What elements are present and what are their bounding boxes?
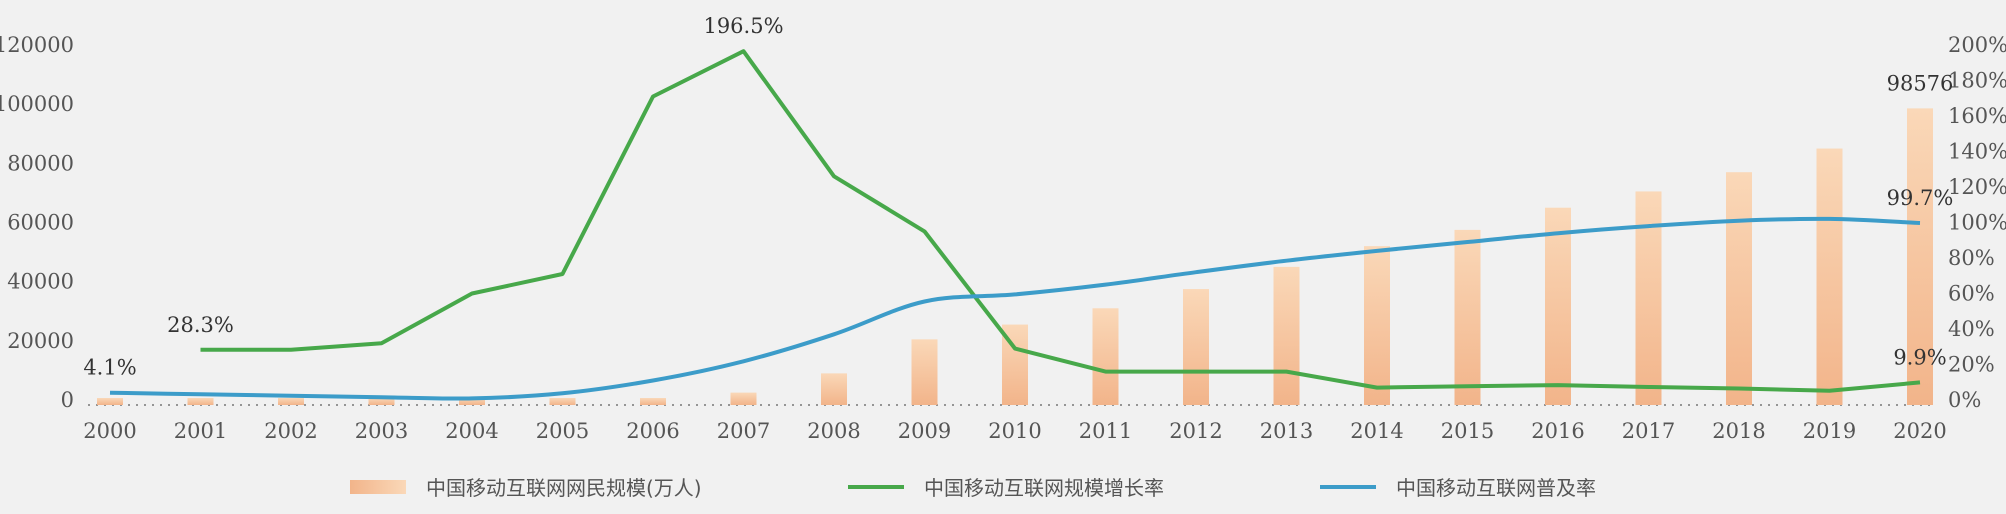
bar-2015[interactable] (1454, 229, 1481, 405)
y-left-tick-label: 120000 (0, 33, 74, 57)
y-right-tick-label: 120% (1948, 175, 2006, 199)
x-tick-label: 2010 (988, 419, 1041, 443)
y-left-tick-label: 20000 (7, 329, 74, 353)
penetration-rate-line[interactable] (109, 216, 1921, 401)
y-left-tick-label: 0 (61, 388, 74, 412)
data-label: 196.5% (703, 14, 783, 38)
y-left-tick-label: 40000 (7, 270, 74, 294)
y-right-tick-label: 60% (1948, 282, 1995, 306)
x-tick-label: 2016 (1531, 419, 1584, 443)
bar-2007[interactable] (730, 392, 757, 405)
legend-item-growth-series[interactable]: 中国移动互联网规模增长率 (848, 472, 1164, 501)
data-label: 4.1% (83, 356, 136, 380)
x-tick-label: 2017 (1622, 419, 1675, 443)
bar-2002[interactable] (278, 398, 304, 405)
x-tick-label: 2011 (1079, 419, 1132, 443)
data-label: 98576 (1887, 71, 1954, 95)
bar-2014[interactable] (1364, 246, 1390, 405)
bar-2013[interactable] (1273, 266, 1300, 405)
growth-rate-line[interactable] (200, 49, 1921, 393)
x-tick-label: 2015 (1441, 419, 1494, 443)
bar-2019[interactable] (1816, 148, 1843, 405)
bar-2000[interactable] (97, 398, 123, 405)
bar-2011[interactable] (1092, 308, 1119, 405)
bar-2001[interactable] (187, 398, 214, 405)
x-tick-label: 2007 (717, 419, 770, 443)
bar-2020[interactable] (1907, 108, 1933, 405)
y-right-tick-label: 20% (1948, 353, 1995, 377)
y-right-tick-label: 200% (1948, 33, 2006, 57)
legend-label-penetration-series: 中国移动互联网普及率 (1396, 476, 1596, 500)
legend-swatch-bar (350, 479, 406, 494)
combo-chart: 0 20000 40000 60000 80000 100000 120000 0% 20% 4… (0, 14, 2006, 443)
legend-item-bar-series[interactable]: 中国移动互联网网民规模(万人) (350, 472, 702, 501)
bar-2009[interactable] (911, 339, 938, 405)
y-right-tick-label: 40% (1948, 317, 1995, 341)
legend-item-penetration-series[interactable]: 中国移动互联网普及率 (1320, 472, 1596, 501)
legend-swatch-penetration-line (1320, 484, 1376, 489)
bar-2012[interactable] (1183, 289, 1209, 405)
y-right-tick-label: 160% (1948, 104, 2006, 128)
y-left-tick-label: 100000 (0, 92, 74, 116)
bar-2003[interactable] (368, 398, 395, 405)
y-left-tick-label: 60000 (7, 211, 74, 235)
legend-swatch-growth-line (848, 484, 904, 489)
bar-2005[interactable] (549, 398, 576, 405)
legend-label-bar-series: 中国移动互联网网民规模(万人) (426, 476, 702, 500)
x-tick-label: 2018 (1712, 419, 1765, 443)
x-tick-label: 2013 (1260, 419, 1313, 443)
x-tick-label: 2001 (174, 419, 227, 443)
x-tick-label: 2002 (264, 419, 317, 443)
x-tick-label: 2012 (1169, 419, 1222, 443)
chart-legend: 中国移动互联网网民规模(万人) 中国移动互联网规模增长率 中国移动互联网普及率 (0, 472, 2006, 502)
x-tick-label: 2020 (1893, 419, 1946, 443)
y-left-tick-label: 80000 (7, 151, 74, 175)
x-tick-label: 2003 (355, 419, 408, 443)
bar-2004[interactable] (459, 398, 485, 405)
x-tick-label: 2014 (1350, 419, 1403, 443)
bar-2016[interactable] (1545, 207, 1571, 405)
x-tick-label: 2005 (536, 419, 589, 443)
y-right-tick-label: 80% (1948, 246, 1995, 270)
legend-label-growth-series: 中国移动互联网规模增长率 (924, 476, 1164, 500)
data-label: 9.9% (1893, 345, 1946, 369)
data-label: 28.3% (167, 313, 234, 337)
bar-2008[interactable] (821, 373, 847, 405)
x-tick-label: 2000 (83, 419, 136, 443)
x-tick-label: 2006 (626, 419, 679, 443)
bar-2006[interactable] (640, 398, 666, 405)
y-right-tick-label: 0% (1948, 388, 1981, 412)
data-label: 99.7% (1887, 186, 1954, 210)
y-right-tick-label: 140% (1948, 140, 2006, 164)
x-tick-label: 2004 (445, 419, 498, 443)
x-tick-label: 2008 (807, 419, 860, 443)
x-tick-label: 2019 (1803, 419, 1856, 443)
bar-2018[interactable] (1726, 172, 1752, 405)
y-right-tick-label: 100% (1948, 211, 2006, 235)
x-tick-label: 2009 (898, 419, 951, 443)
y-right-tick-label: 180% (1948, 69, 2006, 93)
